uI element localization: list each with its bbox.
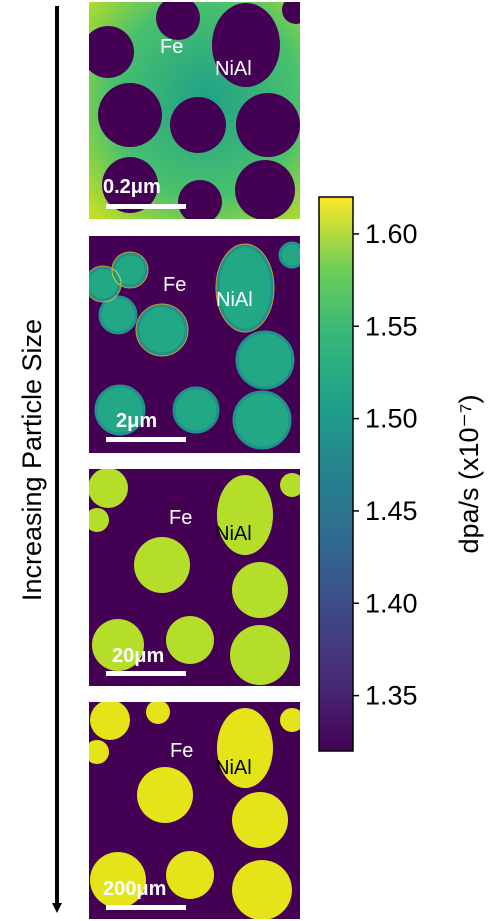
colorbar: 1.35 1.40 1.45 1.50 1.55 1.60 dpa/s (x10⁻⁷)	[318, 196, 484, 752]
panel-1: Fe NiAl 0.2μm	[89, 2, 300, 219]
colorbar-label: dpa/s (x10⁻⁷)	[454, 394, 484, 553]
panel-2-nial-label: NiAl	[216, 289, 253, 311]
panel-2-scale-label: 2μm	[116, 410, 157, 432]
panel-1-nial-label: NiAl	[215, 58, 252, 80]
panel-2-particles	[89, 241, 300, 450]
side-label: Increasing Particle Size	[17, 319, 47, 601]
panel-1-scale-bar	[106, 204, 186, 209]
panel-3-particles	[89, 469, 300, 685]
panel-4: Fe NiAl 200μm	[89, 702, 300, 919]
panel-4-fe-label: Fe	[170, 740, 193, 762]
panel-3-scale-bar	[106, 671, 186, 676]
panel-4-particles	[89, 702, 300, 919]
panel-1-scale-label: 0.2μm	[103, 176, 161, 198]
colorbar-gradient	[318, 196, 354, 752]
panel-4-scale-bar	[106, 905, 186, 910]
panel-4-nial-label: NiAl	[215, 757, 252, 779]
panel-3-scale-label: 20μm	[112, 645, 164, 667]
colorbar-tick-label: 1.40	[365, 588, 418, 618]
panel-1-fe-label: Fe	[160, 36, 183, 58]
panel-2-fe-label: Fe	[163, 274, 186, 296]
colorbar-tick-label: 1.55	[365, 311, 418, 341]
panel-3-nial-label: NiAl	[215, 523, 252, 545]
panel-2: Fe NiAl 2μm	[89, 236, 300, 453]
panel-1-particles	[89, 2, 300, 219]
panel-3: Fe NiAl 20μm	[89, 469, 300, 686]
panel-4-scale-label: 200μm	[103, 878, 166, 900]
colorbar-tick-label: 1.50	[365, 404, 418, 434]
panel-3-fe-label: Fe	[169, 507, 192, 529]
colorbar-tick-label: 1.45	[365, 496, 418, 526]
colorbar-tick-label: 1.35	[365, 681, 418, 711]
colorbar-tick-label: 1.60	[365, 219, 418, 249]
panel-2-scale-bar	[106, 437, 186, 442]
colorbar-ticks: 1.35 1.40 1.45 1.50 1.55 1.60	[353, 219, 418, 711]
